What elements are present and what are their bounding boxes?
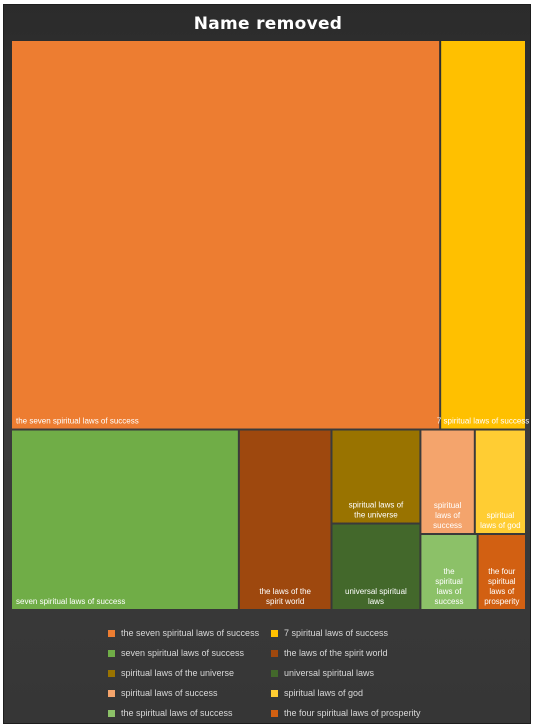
legend-item-the-seven-spiritual-laws-of-success: the seven spiritual laws of success <box>108 625 271 641</box>
legend-swatch <box>271 709 278 717</box>
treemap-tile-the-four-spiritual-laws-of-prosperity: the four spiritual laws of prosperity <box>478 535 525 609</box>
treemap-label: seven spiritual laws of success <box>16 597 125 606</box>
treemap-tile-the-seven-spiritual-laws-of-success: the seven spiritual laws of success <box>12 41 440 429</box>
treemap-label: spiritual laws of god <box>480 511 520 530</box>
legend-swatch <box>108 629 115 637</box>
treemap-rect <box>441 41 525 429</box>
treemap-tile-the-laws-of-the-spirit-world: the laws of the spirit world <box>239 430 331 609</box>
treemap-tile-the-spiritual-laws-of-success: the spiritual laws of success <box>421 535 477 609</box>
treemap-tile-spiritual-laws-of-god: spiritual laws of god <box>475 430 525 534</box>
treemap-tile-spiritual-laws-of-the-universe: spiritual laws of the universe <box>332 430 420 523</box>
legend-item-the-spiritual-laws-of-success: the spiritual laws of success <box>108 705 271 721</box>
legend-item-universal-spiritual-laws: universal spiritual laws <box>271 665 448 681</box>
legend-swatch <box>108 669 115 677</box>
legend-item-spiritual-laws-of-the-universe: spiritual laws of the universe <box>108 665 271 681</box>
legend-swatch <box>271 649 278 657</box>
chart-frame: Name removed the seven spiritual laws of… <box>3 4 531 724</box>
legend-item-spiritual-laws-of-success: spiritual laws of success <box>108 685 271 701</box>
legend-label: the spiritual laws of success <box>121 708 233 718</box>
treemap-label: 7 spiritual laws of success <box>437 417 529 426</box>
legend-item-the-laws-of-the-spirit-world: the laws of the spirit world <box>271 645 448 661</box>
legend-label: spiritual laws of god <box>284 688 364 698</box>
treemap-tile-seven-spiritual-laws-of-success: seven spiritual laws of success <box>12 430 238 609</box>
treemap-rect <box>421 430 474 534</box>
treemap-tile-universal-spiritual-laws: universal spiritual laws <box>332 524 420 609</box>
legend-swatch <box>108 689 115 697</box>
chart-title: Name removed <box>193 14 343 34</box>
legend-label: the seven spiritual laws of success <box>121 628 260 638</box>
treemap-rect <box>12 41 440 429</box>
legend-label: 7 spiritual laws of success <box>284 628 389 638</box>
legend-swatch <box>271 689 278 697</box>
treemap-rect <box>12 430 238 609</box>
legend-label: the laws of the spirit world <box>284 648 388 658</box>
legend-swatch <box>108 709 115 717</box>
legend-item-7-spiritual-laws-of-success: 7 spiritual laws of success <box>271 625 448 641</box>
legend: the seven spiritual laws of success 7 spi… <box>108 625 448 721</box>
treemap-rect <box>332 524 420 609</box>
treemap-tile-7-spiritual-laws-of-success: 7 spiritual laws of success <box>437 41 529 429</box>
legend-swatch <box>271 629 278 637</box>
treemap-label: the spiritual laws of success <box>435 567 464 606</box>
legend-label: the four spiritual laws of prosperity <box>284 708 421 718</box>
legend-label: spiritual laws of success <box>121 688 218 698</box>
legend-label: seven spiritual laws of success <box>121 648 245 658</box>
treemap-label: the laws of the spirit world <box>259 587 311 606</box>
treemap-label: spiritual laws of success <box>433 501 462 530</box>
treemap-rect <box>421 535 477 609</box>
treemap-label: spiritual laws of the universe <box>349 501 404 520</box>
treemap-plot: the seven spiritual laws of success 7 spi… <box>12 41 529 609</box>
treemap-label: the four spiritual laws of prosperity <box>484 567 519 606</box>
legend-item-spiritual-laws-of-god: spiritual laws of god <box>271 685 448 701</box>
treemap-label: universal spiritual laws <box>345 587 407 606</box>
treemap-tile-spiritual-laws-of-success: spiritual laws of success <box>421 430 474 534</box>
legend-item-the-four-spiritual-laws-of-prosperity: the four spiritual laws of prosperity <box>271 705 448 721</box>
treemap-rect <box>239 430 331 609</box>
treemap-rect <box>478 535 525 609</box>
treemap-rect <box>332 430 420 523</box>
legend-swatch <box>108 649 115 657</box>
legend-label: spiritual laws of the universe <box>121 668 235 678</box>
legend-label: universal spiritual laws <box>284 668 375 678</box>
legend-swatch <box>271 669 278 677</box>
legend-item-seven-spiritual-laws-of-success: seven spiritual laws of success <box>108 645 271 661</box>
treemap-rect <box>475 430 525 534</box>
treemap-label: the seven spiritual laws of success <box>16 417 139 426</box>
